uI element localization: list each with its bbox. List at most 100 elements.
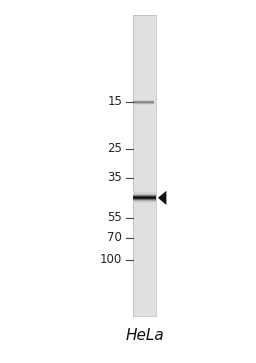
Bar (133, 140, 156, 143)
Bar (133, 158, 156, 160)
Text: HeLa: HeLa (125, 328, 164, 343)
Bar (133, 45, 156, 47)
Bar (133, 148, 156, 150)
Bar (133, 67, 156, 70)
Bar (133, 145, 156, 148)
Bar (133, 301, 156, 303)
Bar (133, 15, 156, 17)
Bar (133, 243, 156, 245)
Bar (133, 97, 156, 100)
Bar (133, 22, 156, 25)
Bar (133, 107, 156, 110)
Bar (133, 180, 156, 183)
Bar (133, 70, 156, 72)
Bar (133, 263, 156, 266)
Bar (133, 115, 156, 118)
Bar (133, 95, 156, 97)
Bar (133, 228, 156, 231)
Bar (133, 268, 156, 271)
Bar (133, 122, 156, 125)
Bar (133, 138, 156, 140)
Bar (133, 92, 156, 95)
Bar (133, 60, 156, 62)
Bar (133, 271, 156, 273)
Bar (133, 190, 156, 193)
Bar (133, 50, 156, 52)
Bar (133, 178, 156, 180)
Bar (133, 130, 156, 132)
Bar (133, 215, 156, 218)
Bar (133, 34, 156, 37)
Bar (133, 27, 156, 29)
Bar (133, 152, 156, 155)
Bar (133, 165, 156, 168)
Bar (133, 173, 156, 175)
Bar (133, 261, 156, 263)
Text: 35: 35 (107, 171, 122, 184)
Bar (133, 118, 156, 120)
Bar (133, 195, 156, 198)
Bar (133, 313, 156, 316)
Bar (133, 188, 156, 190)
Bar (133, 220, 156, 223)
Bar (133, 102, 156, 105)
Bar (133, 218, 156, 220)
Bar (133, 155, 156, 158)
Bar (133, 163, 156, 165)
Bar (133, 143, 156, 145)
Bar (133, 175, 156, 178)
Bar (133, 32, 156, 34)
Bar (133, 278, 156, 281)
Bar (133, 273, 156, 276)
Bar (133, 110, 156, 113)
Bar (133, 125, 156, 127)
Bar (133, 120, 156, 122)
Bar (133, 82, 156, 85)
Bar (133, 62, 156, 65)
Bar (133, 283, 156, 286)
Bar (133, 105, 156, 107)
Bar (133, 127, 156, 130)
Bar (133, 291, 156, 293)
Bar (133, 288, 156, 291)
Bar (133, 286, 156, 288)
Bar (133, 72, 156, 75)
Bar (133, 306, 156, 308)
Bar (133, 198, 156, 200)
Bar (133, 223, 156, 225)
Text: 55: 55 (107, 211, 122, 224)
Bar (133, 113, 156, 115)
Bar (133, 20, 156, 22)
Bar (133, 238, 156, 240)
Bar (133, 236, 156, 238)
Bar (133, 296, 156, 298)
Text: 70: 70 (107, 231, 122, 244)
Bar (133, 90, 156, 92)
Polygon shape (158, 191, 166, 205)
Bar (133, 211, 156, 213)
Bar (133, 245, 156, 248)
Bar (133, 100, 156, 102)
Bar (133, 77, 156, 80)
Bar (133, 37, 156, 40)
Bar (133, 293, 156, 296)
Bar (133, 240, 156, 243)
Bar (133, 258, 156, 261)
Bar (133, 25, 156, 27)
Bar (133, 248, 156, 250)
Bar (133, 256, 156, 258)
Bar (133, 160, 156, 163)
Bar (133, 170, 156, 173)
Bar (133, 42, 156, 45)
Bar (133, 208, 156, 210)
Text: 15: 15 (107, 95, 122, 108)
Bar (133, 168, 156, 170)
Bar (133, 213, 156, 215)
Bar (133, 17, 156, 20)
Bar (133, 52, 156, 55)
Bar (133, 225, 156, 228)
Bar (133, 40, 156, 42)
Bar (133, 266, 156, 268)
Bar (133, 281, 156, 283)
Bar (133, 132, 156, 135)
